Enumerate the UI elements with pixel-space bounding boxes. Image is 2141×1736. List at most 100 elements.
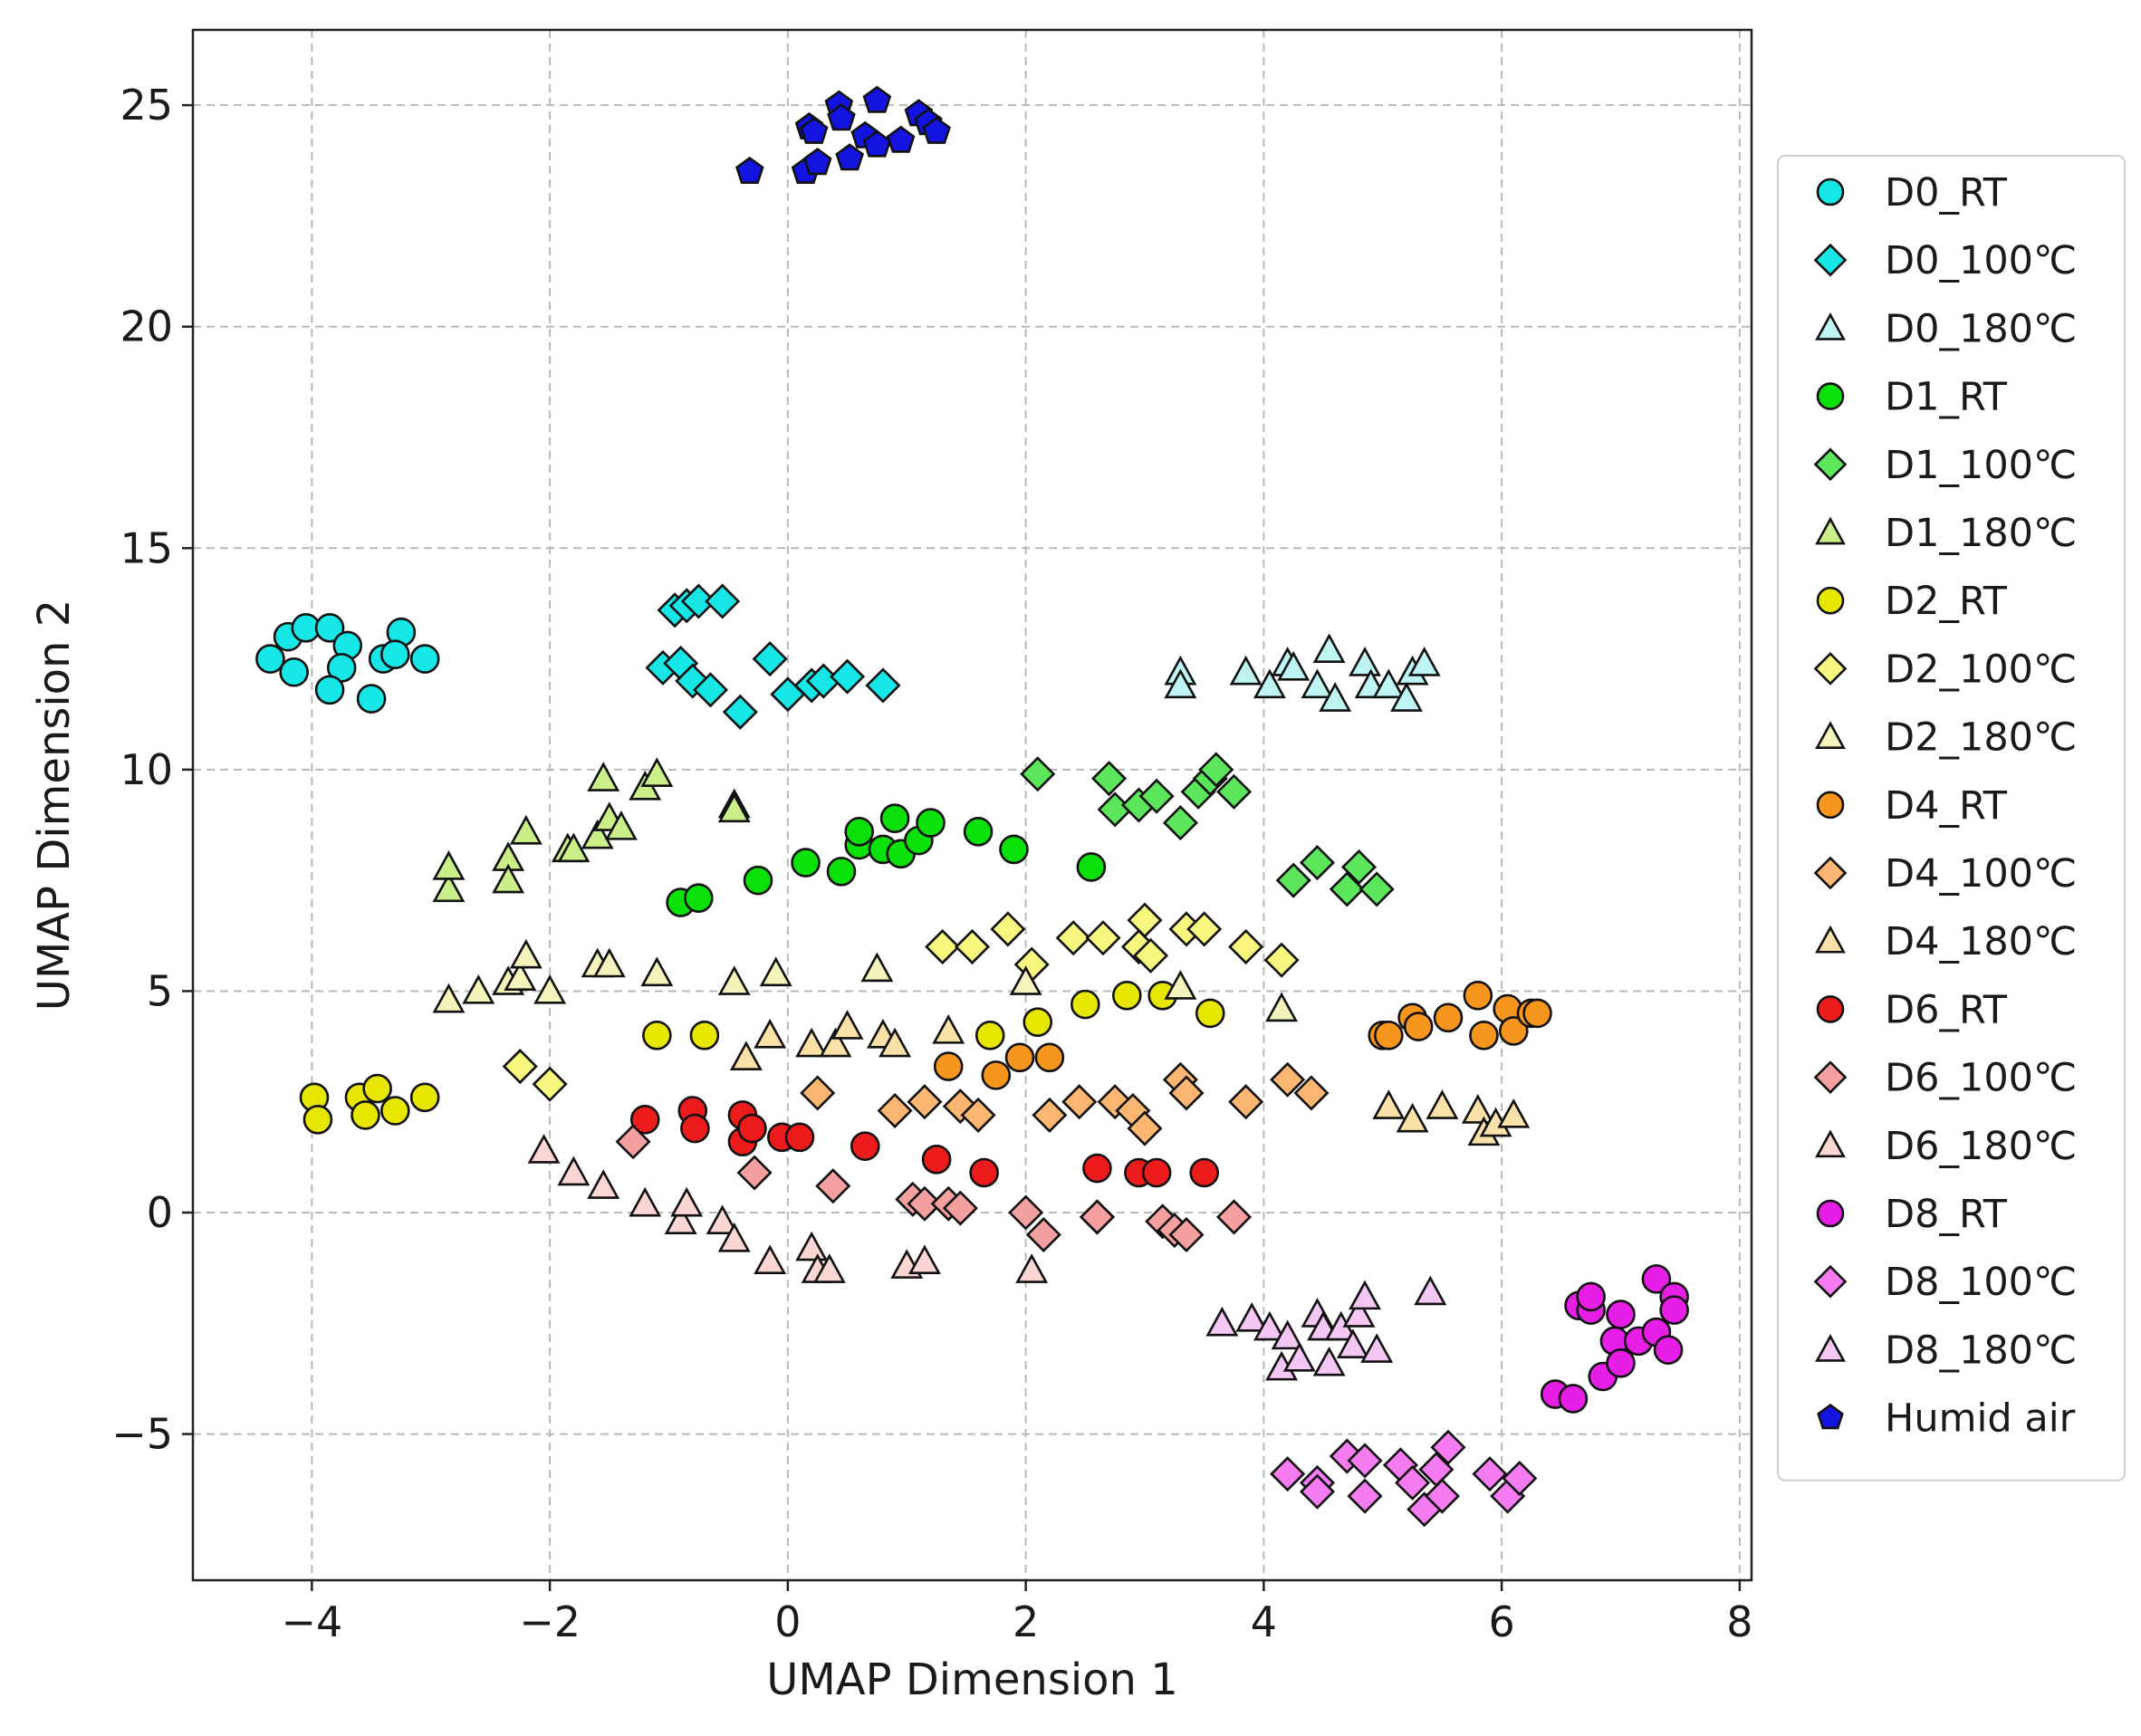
point-d8-rt xyxy=(1606,1348,1636,1378)
point-d4-180c xyxy=(878,1027,912,1058)
point-d6-180c xyxy=(706,1204,739,1235)
series-d1-180c xyxy=(432,757,751,903)
legend-item-d4-180c: D4_180℃ xyxy=(1815,919,2077,964)
series-d1-rt xyxy=(666,803,1107,917)
point-d8-100c xyxy=(1502,1460,1538,1497)
point-d2-rt xyxy=(1070,989,1100,1020)
point-d0-180c xyxy=(1390,682,1423,712)
legend-marker xyxy=(1816,1199,1845,1228)
legend-box xyxy=(1777,155,2126,1482)
plot-frame xyxy=(191,28,1753,1582)
x-tick-label: −2 xyxy=(519,1597,581,1646)
legend-label: D8_100℃ xyxy=(1885,1260,2077,1305)
point-d8-100c xyxy=(1299,1473,1336,1510)
point-d2-180c xyxy=(432,983,466,1013)
point-d6-100c xyxy=(942,1190,978,1226)
point-d6-180c xyxy=(754,1244,787,1275)
point-humid-air xyxy=(799,116,829,144)
point-d8-rt xyxy=(1641,1264,1672,1294)
point-d4-100c xyxy=(942,1089,978,1125)
point-d4-180c xyxy=(1426,1089,1459,1119)
point-d6-rt xyxy=(1141,1157,1172,1188)
point-d2-180c xyxy=(533,974,567,1004)
point-d2-180c xyxy=(1164,970,1197,1000)
legend-label: D2_RT xyxy=(1885,579,2008,624)
point-d4-rt xyxy=(981,1060,1012,1090)
point-d8-rt xyxy=(1659,1295,1689,1325)
legend-marker xyxy=(1815,312,1846,340)
point-d0-rt xyxy=(380,639,410,669)
point-d8-100c xyxy=(1395,1464,1431,1501)
point-d2-rt xyxy=(302,1104,333,1135)
point-humid-air xyxy=(802,148,832,176)
point-d4-100c xyxy=(1228,1084,1264,1120)
x-tick-label: 4 xyxy=(1251,1597,1277,1646)
point-d8-180c xyxy=(1282,1341,1316,1372)
point-d0-100c xyxy=(830,658,866,695)
series-d8-180c xyxy=(1205,1275,1447,1381)
point-d2-180c xyxy=(717,965,751,995)
point-d6-rt xyxy=(1082,1153,1112,1184)
legend-item-d8-rt: D8_RT xyxy=(1816,1192,2008,1237)
point-d4-100c xyxy=(877,1092,913,1129)
point-d4-rt xyxy=(1433,1002,1464,1033)
point-d0-180c xyxy=(1407,647,1441,676)
series-d6-rt xyxy=(629,1096,1219,1188)
legend-item-d8-100c: D8_100℃ xyxy=(1813,1260,2077,1305)
point-humid-air xyxy=(922,116,951,144)
point-d1-rt xyxy=(791,848,821,878)
point-d6-100c xyxy=(1008,1194,1044,1231)
y-tick-label: 20 xyxy=(120,302,173,351)
point-d4-180c xyxy=(729,1041,763,1071)
point-d2-100c xyxy=(1085,920,1121,956)
point-d4-100c xyxy=(800,1075,836,1111)
legend-marker xyxy=(1815,925,1846,954)
x-tick-label: 2 xyxy=(1013,1597,1039,1646)
point-d6-100c xyxy=(1168,1216,1205,1253)
point-d4-100c xyxy=(1168,1075,1205,1111)
series-d8-rt xyxy=(1540,1264,1689,1414)
point-d6-180c xyxy=(812,1253,846,1283)
point-d6-180c xyxy=(670,1186,704,1217)
point-d2-100c xyxy=(954,928,991,965)
point-d6-rt xyxy=(1189,1157,1219,1188)
series-d2-rt xyxy=(299,981,1225,1135)
point-d8-180c xyxy=(1336,1328,1369,1358)
point-d4-100c xyxy=(1270,1061,1306,1098)
point-d6-100c xyxy=(907,1185,943,1222)
point-d4-rt xyxy=(1034,1042,1065,1073)
point-d8-180c xyxy=(1235,1301,1269,1332)
point-d0-180c xyxy=(1319,682,1352,712)
legend-label: D0_RT xyxy=(1885,170,2008,216)
point-d6-180c xyxy=(527,1134,561,1164)
point-d8-100c xyxy=(1424,1478,1460,1514)
point-d4-rt xyxy=(1469,1021,1499,1050)
point-d4-180c xyxy=(1461,1094,1494,1124)
legend-label: D4_180℃ xyxy=(1885,919,2077,964)
series-d0-rt xyxy=(255,613,440,714)
point-d6-rt xyxy=(921,1145,952,1175)
legend-item-d1-rt: D1_RT xyxy=(1816,375,2008,420)
point-d1-100c xyxy=(1138,778,1175,814)
point-d1-rt xyxy=(684,883,714,914)
point-d0-180c xyxy=(1312,633,1346,664)
legend-marker xyxy=(1816,177,1845,206)
y-tick-label: 10 xyxy=(120,745,173,794)
point-d1-100c xyxy=(1091,761,1128,797)
legend-label: D6_180℃ xyxy=(1885,1124,2077,1169)
point-d2-100c xyxy=(925,928,961,965)
point-d1-rt xyxy=(999,834,1029,865)
point-d4-180c xyxy=(1396,1102,1429,1133)
legend-label: Humid air xyxy=(1885,1396,2076,1442)
legend-label: D6_100℃ xyxy=(1885,1056,2077,1101)
point-d4-100c xyxy=(1097,1084,1133,1120)
legend-item-d2-rt: D2_RT xyxy=(1816,579,2008,624)
x-tick-label: −4 xyxy=(281,1597,342,1646)
point-d6-rt xyxy=(680,1113,710,1144)
point-d6-100c xyxy=(1025,1216,1061,1253)
point-d2-rt xyxy=(409,1082,440,1113)
y-tick-label: 5 xyxy=(147,966,173,1015)
legend-item-d1-100c: D1_100℃ xyxy=(1813,443,2077,488)
point-d8-180c xyxy=(1312,1346,1346,1376)
point-d6-180c xyxy=(908,1244,941,1275)
